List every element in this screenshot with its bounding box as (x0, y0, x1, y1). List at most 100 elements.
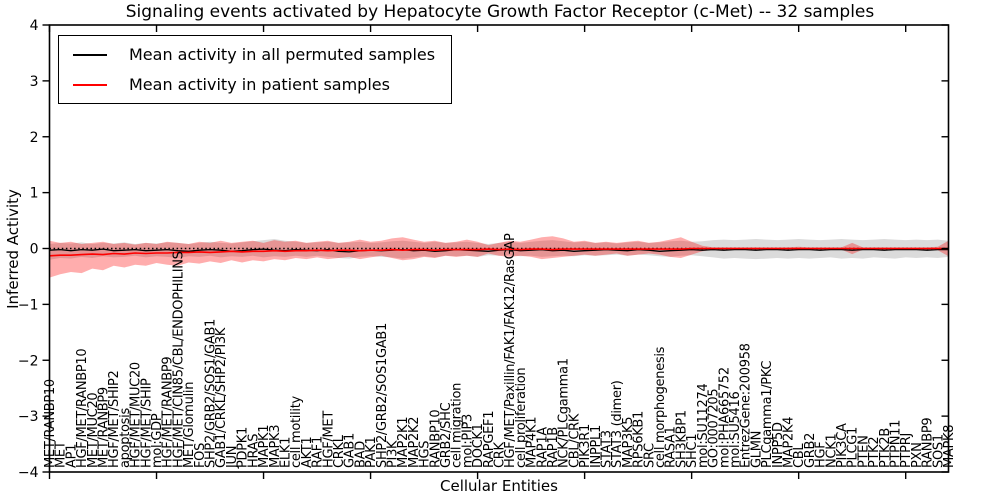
x-category-label: PLCG1 (846, 427, 861, 468)
x-category-label: PIK3R1 (578, 424, 593, 468)
x-category-label: cell morphogenesis (653, 346, 668, 468)
x-category-label: GO:0007205 (707, 389, 722, 468)
x-category-label: HGS (418, 441, 433, 468)
x-category-label: cell proliferation (514, 368, 529, 468)
x-category-label: MET/RANBP9 (97, 387, 112, 468)
x-category-label: HGF/MET/SHIP (139, 378, 154, 468)
y-tick-label: 4 (30, 18, 39, 34)
legend-label-patient: Mean activity in patient samples (129, 75, 390, 94)
x-category-label: mol:PIP3 (460, 414, 475, 468)
x-category-label: FOS (193, 443, 208, 468)
x-category-label: AP1 (64, 444, 79, 468)
x-category-label: SHP2/GRB2/SOS1GAB1 (375, 323, 390, 468)
x-category-label: GAB1/CRKL/SHP2/PI3K (214, 327, 229, 468)
x-category-label: NCK1 (824, 434, 839, 468)
x-category-label: MAPK1 (257, 425, 272, 468)
x-category-label: RANBP9 (921, 418, 936, 468)
x-category-label: RAF1 (311, 436, 326, 468)
x-category-label: cell motility (289, 395, 304, 468)
x-category-label: MET/MUC20 (86, 393, 101, 468)
patient-std-band (49, 236, 949, 278)
x-category-label: HGF/MET/MUC20 (129, 362, 144, 468)
x-category-label: CBL/CRK (567, 413, 582, 468)
x-category-label: INPPL1 (589, 425, 604, 468)
x-category-label: PTPRJ (899, 433, 914, 468)
x-category-label: HGF/MET/RANBP9 (161, 357, 176, 468)
x-category-label: BAD (353, 441, 368, 468)
x-category-label: HGF/MET/SHIP2 (107, 370, 122, 468)
x-category-label: GRB2/SHC (439, 402, 454, 468)
y-tick-label: 2 (30, 130, 39, 146)
x-category-label: HRAS (246, 434, 261, 468)
x-category-label: RPS6KB1 (632, 411, 647, 468)
y-tick-label: −4 (18, 465, 39, 481)
x-category-label: RAP1B (546, 427, 561, 468)
x-category-label: PTPN11 (888, 420, 903, 468)
x-category-label: HGF/MET/RANBP10 (75, 349, 90, 468)
x-category-label: HGF/MET/Paxillin/FAK1/FAK12/RasGAP (503, 233, 518, 468)
x-category-label: ELK1 (278, 437, 293, 468)
x-category-label: GAB1 (343, 433, 358, 468)
y-axis-label: Inferred Activity (4, 189, 22, 309)
x-category-label: RASA1 (664, 426, 679, 468)
x-category-label: MAPK3 (268, 425, 283, 468)
x-category-label: SH3KBP1 (674, 410, 689, 468)
x-category-label: SRC (642, 443, 657, 468)
x-category-label: GRB2 (803, 433, 818, 468)
y-tick-label: 3 (30, 74, 39, 90)
x-category-label: NCK/PLCgamma1 (557, 358, 572, 468)
x-category-label: cell migration (450, 383, 465, 468)
chart-title: Signaling events activated by Hepatocyte… (125, 2, 875, 22)
x-category-label: SHP2/GRB2/SOS1/GAB1 (204, 319, 219, 468)
y-tick-label: −2 (18, 353, 39, 369)
x-category-label: HGF/MET (321, 411, 336, 468)
x-category-label: MAP2K4 (781, 417, 796, 468)
x-category-label: RAP1A (535, 427, 550, 468)
x-category-label: mol:SU11274 (696, 384, 711, 468)
x-category-label: DOCK1 (471, 423, 486, 468)
x-category-label: SOS1 (931, 434, 946, 468)
x-category-label: CRK (493, 441, 508, 468)
x-category-label: mol:SU5416 (728, 392, 743, 468)
x-category-label: PAK1 (364, 436, 379, 468)
x-category-label: MAPK8 (942, 425, 957, 468)
x-category-label: PIK3CA (835, 423, 850, 468)
y-tick-label: 0 (30, 242, 39, 258)
x-category-label: MAP2K2 (407, 417, 422, 468)
x-category-label: MET (54, 441, 69, 468)
x-category-label: HGF (814, 442, 829, 468)
x-category-label: AKT1 (300, 437, 315, 468)
x-category-label: MAP3K5 (621, 417, 636, 468)
legend: Mean activity in all permuted samples Me… (58, 35, 453, 104)
x-category-label: mol:GDP (150, 413, 165, 468)
x-category-label: apoptosis (118, 408, 133, 468)
legend-line-sample-permuted (73, 53, 107, 56)
legend-entry-patient: Mean activity in patient samples (73, 75, 435, 94)
x-category-label: MET/Glomulin (182, 382, 197, 468)
x-category-label: RANBP10 (428, 410, 443, 468)
x-category-label: SHC1 (685, 434, 700, 468)
x-category-label: GLMN (749, 431, 764, 468)
x-category-label: PI3K (385, 440, 400, 468)
x-category-label: MAP2K1 (396, 417, 411, 468)
x-category-label: HGF/MET/CIN85/CBL/ENDOPHILINS (171, 251, 186, 468)
x-category-label: PLCgamma1/PKC (760, 361, 775, 468)
x-category-label: JUN (225, 446, 240, 469)
legend-line-sample-patient (73, 83, 107, 86)
y-tick-label: 1 (30, 186, 39, 202)
legend-entry-permuted: Mean activity in all permuted samples (73, 45, 435, 64)
x-category-label: MAP4K1 (525, 417, 540, 468)
legend-label-permuted: Mean activity in all permuted samples (129, 45, 436, 64)
x-category-label: PXN (910, 442, 925, 468)
x-axis-label: Cellular Entities (440, 477, 558, 495)
x-category-label: STAT3 (dimer) (610, 380, 625, 468)
x-category-label: INPP5D (771, 422, 786, 468)
y-tick-label: −3 (18, 409, 39, 425)
x-category-label: MET/RANBP10 (43, 379, 58, 468)
x-category-label: EntrezGene:200958 (739, 343, 754, 468)
x-category-label: PDPK1 (236, 427, 251, 468)
x-category-label: PTK2B (878, 428, 893, 468)
patient-mean-line (49, 247, 949, 257)
x-category-label: CRKL (332, 434, 347, 468)
